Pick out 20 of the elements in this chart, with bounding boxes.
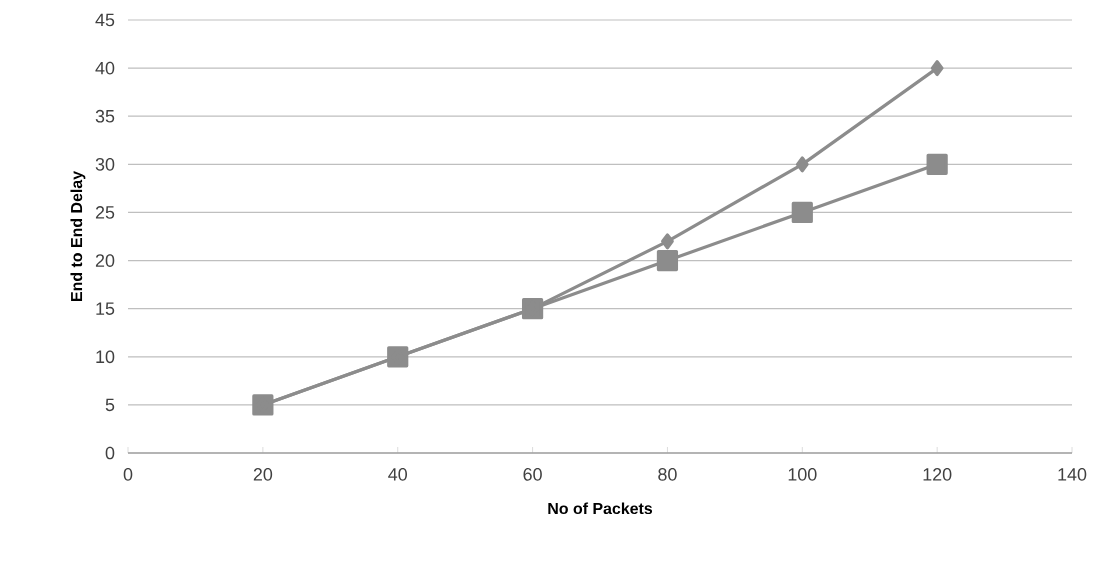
x-tick-label: 40	[388, 468, 408, 481]
y-tick-label: 10	[96, 350, 115, 364]
x-tick-label: 100	[788, 468, 817, 481]
y-tick-label: 5	[105, 398, 115, 412]
x-tick-label: 140	[1058, 468, 1087, 481]
x-tick-label: 60	[523, 468, 542, 481]
y-tick-label: 30	[95, 157, 115, 171]
y-tick-label: 45	[95, 13, 115, 27]
x-tick-label: 20	[253, 468, 273, 481]
x-tick-label: 120	[923, 468, 952, 481]
y-axis-title: End to End Delay	[70, 171, 86, 301]
y-tick-label: 20	[95, 254, 115, 267]
y-tick-label: 0	[105, 446, 115, 460]
x-tick-label: 80	[658, 468, 677, 481]
y-tick-label: 25	[95, 206, 115, 219]
x-axis-title: No of Packets	[548, 502, 653, 515]
y-tick-label: 15	[96, 302, 115, 315]
y-tick-label: 40	[95, 61, 115, 75]
y-tick-label: 35	[95, 109, 115, 123]
x-tick-label: 0	[123, 468, 133, 481]
